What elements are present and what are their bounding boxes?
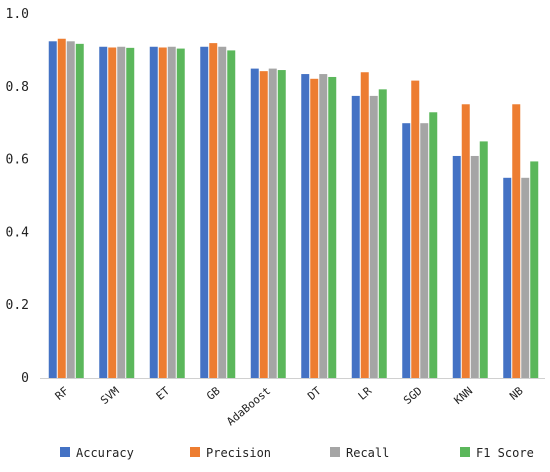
bar-precision-adaboost — [259, 71, 268, 378]
x-tick-label: NB — [507, 384, 526, 403]
bar-recall-rf — [66, 41, 75, 379]
bar-recall-sgd — [420, 123, 429, 378]
y-tick-label: 0.6 — [6, 153, 29, 168]
bar-accuracy-nb — [503, 177, 512, 378]
bar-recall-adaboost — [268, 68, 277, 378]
bar-accuracy-knn — [452, 155, 461, 378]
x-tick-label: RF — [53, 384, 72, 402]
legend-label: Accuracy — [76, 446, 134, 460]
bar-precision-nb — [512, 104, 521, 378]
x-tick-label: SGD — [401, 384, 425, 407]
bar-accuracy-svm — [99, 46, 108, 378]
bar-accuracy-dt — [301, 74, 310, 378]
bar-precision-rf — [57, 38, 66, 378]
bar-f1-score-knn — [479, 141, 488, 378]
bar-accuracy-lr — [351, 95, 360, 379]
bar-accuracy-adaboost — [250, 68, 259, 378]
x-tick-label: LR — [356, 384, 375, 403]
legend-label: Precision — [206, 446, 271, 460]
bar-f1-score-rf — [75, 43, 84, 379]
bar-accuracy-rf — [48, 41, 57, 379]
x-tick-label: GB — [204, 384, 223, 403]
bar-f1-score-lr — [378, 89, 387, 379]
bar-precision-svm — [108, 47, 117, 378]
bar-f1-score-sgd — [429, 112, 438, 378]
bar-recall-et — [167, 46, 176, 378]
bar-precision-dt — [310, 78, 319, 379]
bar-accuracy-sgd — [402, 123, 411, 378]
x-tick-label: ET — [154, 384, 173, 403]
bar-recall-lr — [369, 95, 378, 379]
bar-recall-dt — [319, 74, 328, 378]
bar-f1-score-dt — [328, 76, 337, 379]
y-tick-label: 0.8 — [6, 80, 29, 95]
legend-swatch — [190, 447, 200, 457]
x-tick-label: DT — [305, 384, 324, 403]
bar-recall-knn — [470, 155, 479, 378]
bar-precision-gb — [209, 43, 218, 379]
bar-f1-score-et — [176, 48, 185, 379]
legend-label: F1 Score — [476, 446, 534, 460]
legend-swatch — [330, 447, 340, 457]
x-tick-label: SVM — [98, 384, 122, 407]
legend-swatch — [460, 447, 470, 457]
bar-recall-svm — [117, 46, 126, 378]
bar-precision-knn — [461, 104, 470, 378]
legend-label: Recall — [346, 446, 389, 460]
bar-f1-score-svm — [126, 47, 135, 379]
bar-accuracy-gb — [200, 46, 209, 378]
x-tick-label: KNN — [452, 384, 476, 407]
bar-precision-sgd — [411, 80, 420, 378]
y-tick-label: 0.4 — [6, 225, 30, 240]
y-tick-label: 0.2 — [6, 298, 29, 313]
bar-f1-score-adaboost — [277, 70, 286, 378]
bar-accuracy-et — [149, 46, 158, 378]
bar-f1-score-nb — [530, 161, 539, 378]
bar-recall-gb — [218, 46, 227, 378]
y-tick-label: 0 — [21, 371, 29, 386]
bar-precision-lr — [360, 72, 369, 379]
legend-swatch — [60, 447, 70, 457]
y-tick-label: 1.0 — [6, 7, 29, 22]
bar-recall-nb — [521, 177, 530, 378]
bar-f1-score-gb — [227, 50, 236, 379]
bar-precision-et — [158, 47, 167, 378]
x-tick-label: AdaBoost — [224, 384, 273, 428]
